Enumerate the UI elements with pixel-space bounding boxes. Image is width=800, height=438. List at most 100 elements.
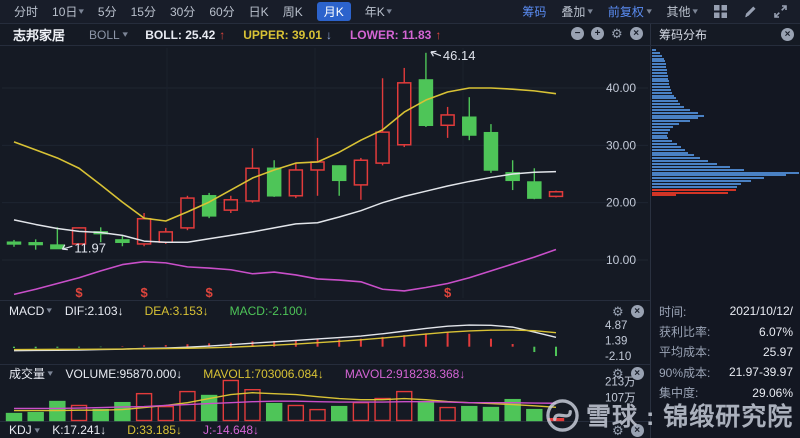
trend-arrow-icon: ↑ (435, 27, 442, 42)
candle-body (548, 191, 564, 198)
chip-bar (652, 49, 656, 51)
chip-info-table: 时间: 2021/10/12/获利比率: 6.07% 平均成本: 25.97 90%成本:… (651, 301, 800, 403)
period-tab-15分[interactable]: 15分 (130, 5, 156, 19)
volume-bar (396, 390, 413, 422)
kdj-row-value-2: J:-14.648↓ (202, 423, 259, 437)
period-tab-5分[interactable]: 5分 (97, 5, 117, 19)
tool-叠加[interactable]: 叠加 ▾ (561, 5, 594, 19)
chip-bar (652, 71, 667, 74)
macd-row-value-2: MACD:-2.100↓ (229, 303, 309, 318)
chip-info-row-1: 获利比率: 6.07% (659, 324, 793, 340)
candle-body (93, 231, 108, 235)
chevron-down-icon: ▾ (34, 424, 40, 435)
candle-body (136, 217, 152, 245)
volume-close-icon[interactable]: × (630, 367, 644, 380)
tool-筹码[interactable]: 筹码 (522, 5, 547, 19)
macd-close-icon[interactable]: × (630, 305, 644, 318)
period-tab-10日[interactable]: 10日 ▾ (52, 5, 85, 19)
volume-bar (114, 401, 131, 422)
chip-bar (652, 174, 786, 177)
zoom-in-icon[interactable]: + (591, 27, 604, 40)
period-tab-月K[interactable]: 月K (316, 2, 351, 21)
chip-bar (652, 88, 671, 91)
volume-bar (309, 408, 326, 422)
annotation-arrow (430, 50, 437, 53)
toolbar-tools: 筹码 叠加 ▾ 前复权 ▾ 其他 ▾ (522, 3, 800, 20)
candle-body (266, 167, 282, 197)
main-chart-controls: − + ⚙ × (571, 27, 643, 40)
draw-pencil-icon[interactable] (743, 4, 758, 19)
period-tab-60分[interactable]: 60分 (209, 5, 235, 19)
svg-text:1.39: 1.39 (605, 336, 627, 348)
vol-row-value-2: MAVOL2:918238.368↓ (344, 366, 466, 381)
chip-bar (652, 168, 744, 171)
candle-body (71, 227, 87, 245)
volume-bar (352, 401, 370, 422)
main-chart-settings-icon[interactable]: ⚙ (611, 26, 623, 41)
zoom-out-icon[interactable]: − (571, 27, 584, 40)
boll-lower-line (13, 248, 557, 296)
mavol1-line (14, 392, 557, 412)
grid-layout-icon[interactable] (713, 4, 728, 19)
volume-bar (200, 394, 218, 422)
chevron-down-icon: ▾ (386, 6, 392, 16)
macd-settings-icon[interactable]: ⚙ (612, 304, 624, 319)
period-tab-日K[interactable]: 日K (248, 5, 269, 19)
boll-upper-line (13, 87, 557, 222)
chip-bar (652, 54, 662, 57)
candle-body (6, 241, 22, 245)
svg-text:20.00: 20.00 (606, 196, 636, 210)
chip-bar (652, 111, 698, 114)
svg-text:$: $ (75, 285, 83, 300)
candle-body (505, 172, 520, 182)
kdj-close-icon[interactable]: × (630, 424, 644, 437)
kdj-settings-icon[interactable]: ⚙ (612, 423, 624, 438)
fullscreen-icon[interactable] (773, 4, 788, 19)
chip-bar (652, 194, 676, 197)
kdj-row-selector[interactable]: KDJ ▾ (9, 423, 40, 437)
chip-panel-close-icon[interactable]: × (781, 28, 794, 41)
indicator-selector[interactable]: BOLL ▾ (89, 28, 128, 42)
annotation-arrow (62, 248, 68, 251)
period-tab-分时[interactable]: 分时 (14, 5, 39, 19)
candle-body (418, 79, 434, 127)
chip-bar (652, 134, 667, 137)
main-chart-close-icon[interactable]: × (629, 27, 643, 40)
candle-body (396, 82, 412, 146)
volume-settings-icon[interactable]: ⚙ (612, 366, 624, 381)
chevron-down-icon: ▾ (78, 6, 85, 16)
macd-row-selector[interactable]: MACD ▾ (9, 303, 53, 318)
chip-panel: 时间: 2021/10/12/获利比率: 6.07% 平均成本: 25.97 90%成本:… (650, 46, 800, 438)
svg-text:$: $ (206, 285, 214, 300)
chip-bar (652, 106, 684, 108)
svg-text:107万: 107万 (605, 392, 636, 404)
vol-row-selector[interactable]: 成交量 ▾ (9, 367, 53, 381)
chip-bar (652, 180, 751, 183)
period-tab-年K[interactable]: 年K ▾ (364, 5, 392, 19)
chip-info-row-0: 时间: 2021/10/12/ (659, 304, 793, 319)
chip-bar (652, 171, 799, 174)
candle-body (223, 199, 239, 211)
chip-bar (652, 60, 665, 63)
volume-bar (547, 417, 565, 422)
tool-其他[interactable]: 其他 ▾ (666, 5, 699, 19)
period-tab-30分[interactable]: 30分 (169, 5, 196, 19)
svg-text:46.14: 46.14 (443, 48, 476, 63)
boll-metric-2: LOWER: 11.83 ↑ (349, 27, 442, 42)
chip-panel-title: 筹码分布 (659, 28, 708, 42)
chip-bar (652, 128, 670, 131)
svg-text:-2.10: -2.10 (605, 351, 631, 363)
tool-前复权[interactable]: 前复权 ▾ (607, 5, 652, 19)
macd-row-value-0: DIF:2.103↓ (64, 303, 124, 318)
boll-mid-line (13, 170, 557, 243)
chip-bar (652, 125, 673, 128)
candle-body (353, 159, 369, 186)
volume-bar (287, 404, 305, 422)
chip-bar (652, 68, 667, 71)
chip-bar (652, 157, 700, 160)
chip-histogram[interactable] (652, 49, 800, 201)
candle-body (375, 131, 390, 164)
volume-bar (461, 405, 478, 422)
period-tab-周K[interactable]: 周K (282, 5, 303, 19)
chip-bar (652, 77, 668, 80)
